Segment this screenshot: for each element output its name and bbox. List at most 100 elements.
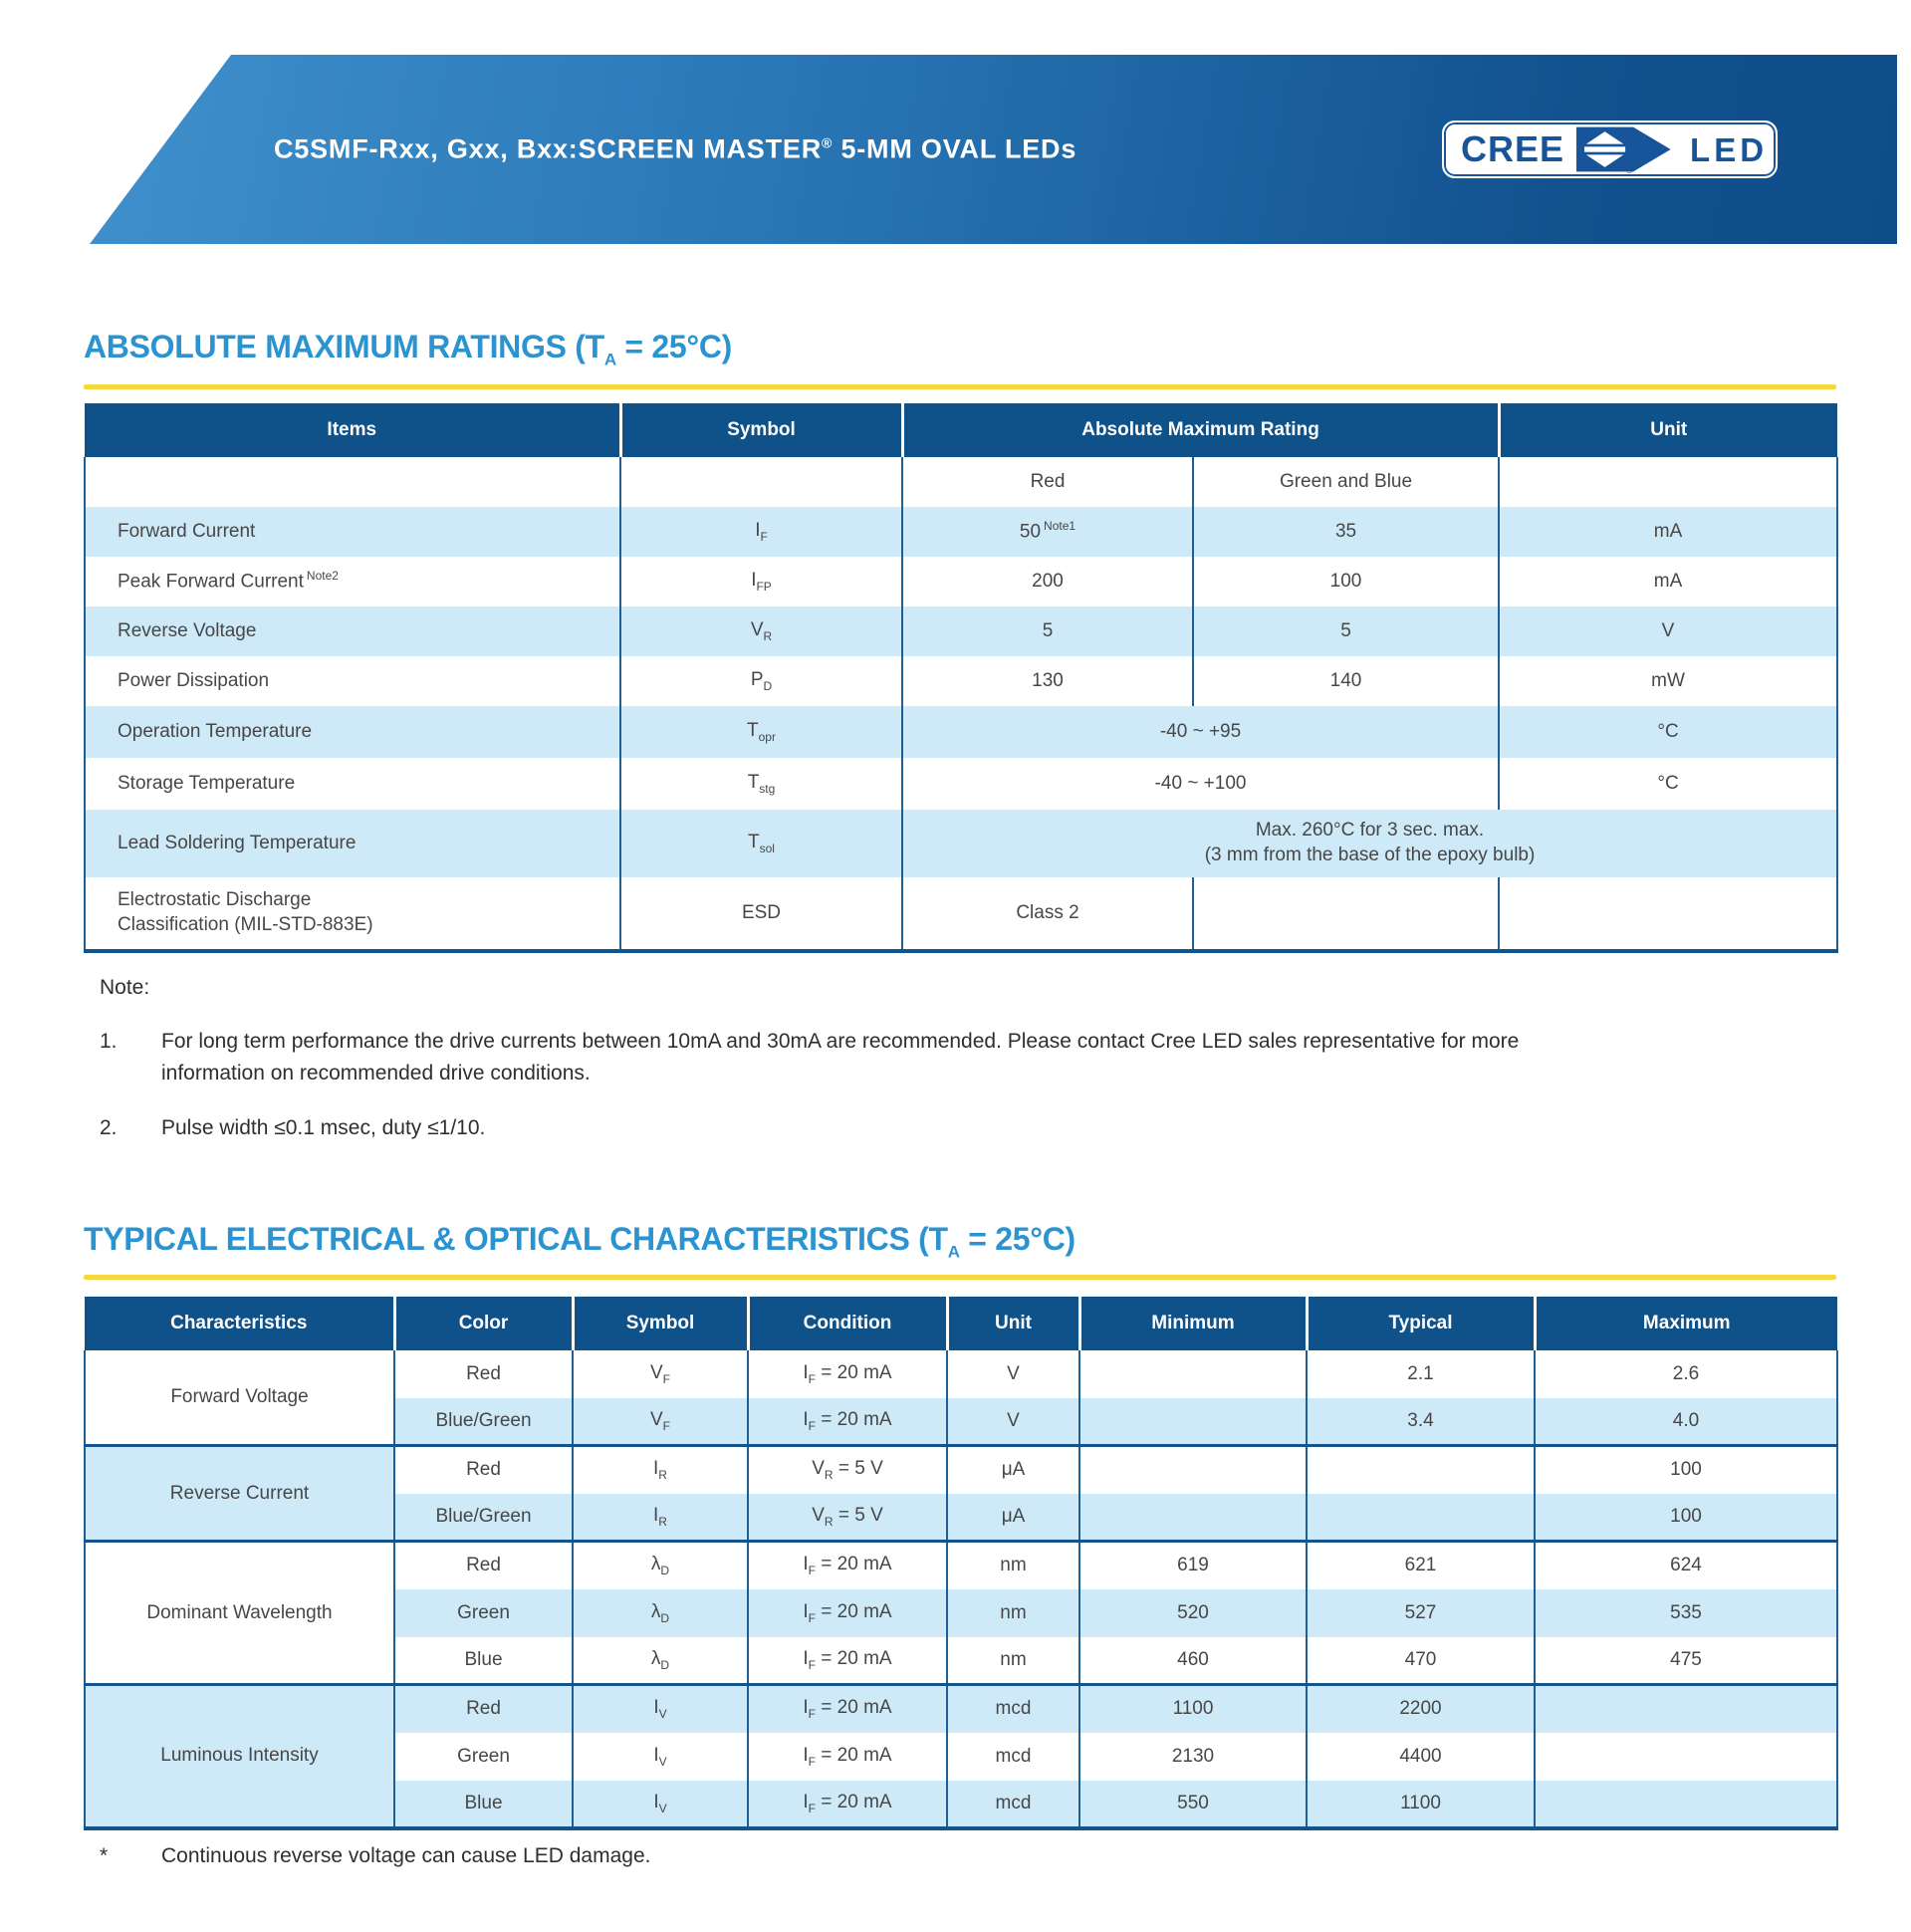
condition-rest: = 20 mA <box>816 1361 892 1383</box>
table-row-esd-classification: Electrostatic Discharge Classification (… <box>84 876 1839 951</box>
condition-subscript: F <box>808 1610 817 1625</box>
green-blue-value-cell: 100 <box>1191 556 1501 606</box>
symbol-subscript: F <box>760 529 768 544</box>
maximum-cell: 2.6 <box>1534 1349 1838 1398</box>
header-condition: Condition <box>746 1296 949 1350</box>
symbol-base: V <box>649 1361 663 1383</box>
note-reference: Note2 <box>306 568 339 583</box>
condition-cell: IF = 20 mA <box>747 1397 948 1446</box>
heading-suffix: = 25°C) <box>615 329 733 364</box>
header-items: Items <box>85 402 622 457</box>
symbol-base: T <box>747 771 760 793</box>
soldering-condition-cell: Max. 260°C for 3 sec. max. (3 mm from th… <box>900 809 1839 877</box>
cree-led-logo: CREE ® LED <box>1442 121 1778 178</box>
symbol-cell: VF <box>572 1349 749 1398</box>
table-row-reverse-voltage: Reverse Voltage VR 5 5 V <box>84 605 1839 656</box>
unit-cell: °C <box>1498 705 1839 758</box>
symbol-base: I <box>751 569 757 591</box>
symbol-base: I <box>653 1697 659 1719</box>
minimum-cell: 619 <box>1078 1540 1308 1589</box>
typical-cell: 2200 <box>1306 1683 1536 1733</box>
symbol-base: T <box>748 831 760 852</box>
symbol-subscript: V <box>658 1801 667 1815</box>
symbol-cell: IV <box>572 1683 749 1733</box>
minimum-cell: 2130 <box>1078 1732 1308 1781</box>
characteristic-cell: Reverse Current <box>84 1444 395 1542</box>
condition-base: I <box>803 1600 809 1622</box>
symbol-subscript: D <box>763 678 773 693</box>
unit-cell: mcd <box>946 1732 1080 1781</box>
soldering-line-2: (3 mm from the base of the epoxy bulb) <box>1204 844 1536 865</box>
header-unit: Unit <box>1497 402 1838 457</box>
unit-cell: °C <box>1498 757 1839 810</box>
symbol-subscript: R <box>763 628 773 643</box>
maximum-cell: 535 <box>1534 1588 1838 1637</box>
table-row-forward-voltage-red: Forward Voltage Red VF IF = 20 mA V 2.1 … <box>84 1349 1838 1446</box>
symbol-cell: λD <box>572 1636 749 1685</box>
subheader-row: Red Green and Blue <box>84 456 1839 507</box>
condition-base: I <box>803 1791 809 1812</box>
page-title: C5SMF-Rxx, Gxx, Bxx:SCREEN MASTER® 5-MM … <box>274 134 1076 165</box>
condition-subscript: F <box>808 1707 817 1722</box>
symbol-subscript: R <box>658 1468 667 1483</box>
table-row-dominant-wavelength-red: Dominant Wavelength Red λD IF = 20 mA nm… <box>84 1540 1838 1685</box>
unit-cell: V <box>946 1397 1080 1446</box>
minimum-cell <box>1078 1493 1308 1542</box>
condition-subscript: F <box>808 1754 817 1769</box>
section-title-electrical-optical-characteristics: TYPICAL ELECTRICAL & OPTICAL CHARACTERIS… <box>84 1221 1836 1262</box>
typical-cell: 1100 <box>1306 1780 1536 1828</box>
typical-cell: 4400 <box>1306 1732 1536 1781</box>
red-value-cell: 5 <box>901 605 1194 656</box>
symbol-base: T <box>747 719 759 741</box>
condition-subscript: F <box>808 1418 817 1433</box>
symbol-cell: VR <box>619 605 903 656</box>
range-value-cell: -40 ~ +95 <box>900 705 1501 758</box>
condition-rest: = 20 mA <box>816 1791 892 1812</box>
table-row-luminous-intensity-red: Luminous Intensity Red IV IF = 20 mA mcd… <box>84 1683 1838 1828</box>
symbol-base: I <box>653 1504 659 1526</box>
subheader-red-cell: Red <box>901 456 1194 507</box>
symbol-base: P <box>750 668 764 690</box>
note-text: Pulse width ≤0.1 msec, duty ≤1/10. <box>161 1116 486 1139</box>
condition-base: I <box>803 1647 809 1669</box>
soldering-line-1: Max. 260°C for 3 sec. max. <box>1255 820 1485 842</box>
item-cell: Forward Current <box>84 506 621 557</box>
symbol-subscript: F <box>662 1418 671 1433</box>
symbol-cell: IR <box>572 1493 749 1542</box>
maximum-cell: 100 <box>1534 1493 1838 1542</box>
table-header-row: Items Symbol Absolute Maximum Rating Uni… <box>85 402 1838 457</box>
yellow-rule <box>84 383 1836 389</box>
symbol-base: V <box>649 1408 663 1430</box>
header-absolute-maximum-rating: Absolute Maximum Rating <box>900 402 1501 457</box>
green-blue-value-cell: 5 <box>1191 605 1501 656</box>
condition-cell: IF = 20 mA <box>747 1349 948 1398</box>
table-row-peak-forward-current: Peak Forward Current Note2 IFP 200 100 mA <box>84 556 1839 606</box>
minimum-cell <box>1078 1349 1308 1398</box>
color-cell: Red <box>393 1444 574 1494</box>
color-cell: Red <box>393 1349 574 1398</box>
condition-cell: IF = 20 mA <box>747 1683 948 1733</box>
symbol-cell: IV <box>572 1732 749 1781</box>
symbol-base: V <box>750 618 764 640</box>
page-title-text: C5SMF-Rxx, Gxx, Bxx:SCREEN MASTER <box>274 133 823 164</box>
condition-base: I <box>803 1408 809 1430</box>
color-cell: Green <box>393 1732 574 1781</box>
symbol-cell: Topr <box>619 705 903 758</box>
empty-cell <box>619 456 903 507</box>
color-cell: Blue <box>393 1636 574 1685</box>
logo-led-wordmark: LED <box>1690 130 1769 168</box>
symbol-base: λ <box>650 1600 661 1622</box>
table-row-reverse-current-red: Reverse Current Red IR VR = 5 V μA 100 <box>84 1444 1838 1542</box>
symbol-base: λ <box>650 1647 661 1669</box>
unit-cell: V <box>946 1349 1080 1398</box>
empty-cell <box>1498 456 1839 507</box>
symbol-cell: λD <box>572 1540 749 1589</box>
unit-cell: mA <box>1498 506 1839 557</box>
item-text: Peak Forward Current <box>118 571 304 593</box>
note-item: 1. For long term performance the drive c… <box>100 1026 1553 1088</box>
item-line-1: Electrostatic Discharge <box>118 889 312 911</box>
yellow-rule <box>84 1274 1836 1280</box>
condition-cell: IF = 20 mA <box>747 1636 948 1685</box>
minimum-cell: 1100 <box>1078 1683 1308 1733</box>
